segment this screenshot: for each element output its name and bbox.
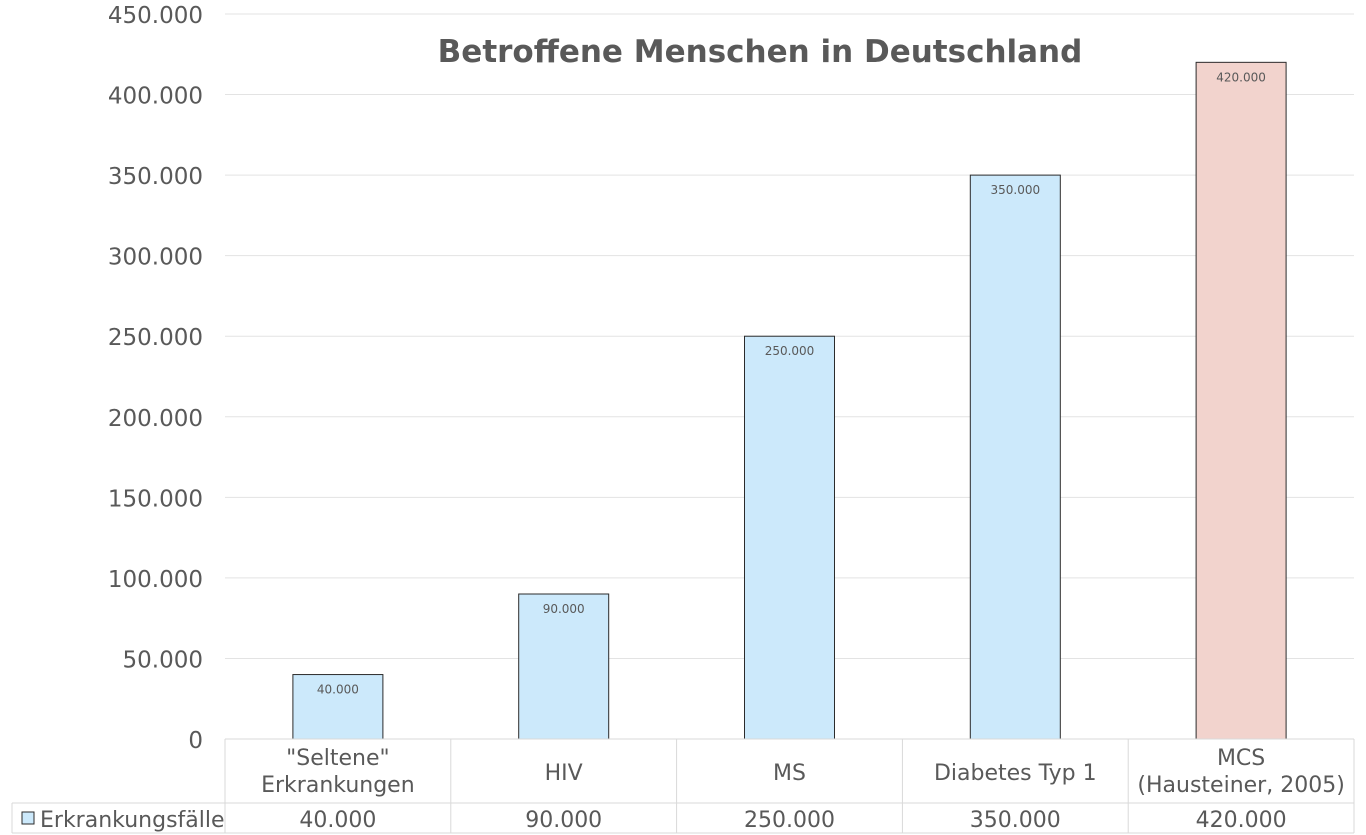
y-tick-label: 450.000: [108, 3, 203, 29]
y-tick-label: 350.000: [108, 164, 203, 190]
category-label: HIV: [545, 761, 583, 786]
y-tick-label: 50.000: [123, 647, 203, 673]
category-label: MCS: [1217, 746, 1265, 771]
bar: [1195, 61, 1287, 740]
bar-data-label: 420.000: [1216, 70, 1266, 84]
bar-data-label: 350.000: [990, 183, 1040, 197]
category-label: "Seltene": [286, 746, 390, 771]
bar: [969, 174, 1061, 740]
table-value: 250.000: [744, 808, 835, 833]
y-tick-label: 250.000: [108, 325, 203, 351]
bar-data-label: 40.000: [317, 683, 359, 697]
table-value: 40.000: [299, 808, 376, 833]
legend-key: [21, 811, 35, 825]
y-tick-label: 150.000: [108, 486, 203, 512]
bar: [744, 335, 835, 740]
y-tick-label: 200.000: [108, 406, 203, 432]
bar: [518, 593, 610, 740]
table-value: 90.000: [525, 808, 602, 833]
bar-data-label: 90.000: [543, 602, 585, 616]
category-label: Diabetes Typ 1: [934, 761, 1097, 786]
y-tick-label: 400.000: [108, 84, 203, 110]
y-tick-label: 0: [188, 728, 203, 754]
table-value: 350.000: [970, 808, 1061, 833]
bar-data-label: 250.000: [765, 344, 815, 358]
table-value: 420.000: [1196, 808, 1287, 833]
y-tick-label: 300.000: [108, 245, 203, 271]
category-label: (Hausteiner, 2005): [1137, 773, 1344, 798]
y-tick-label: 100.000: [108, 567, 203, 593]
legend-series-name: Erkrankungsfälle: [40, 808, 225, 833]
category-label: Erkrankungen: [261, 773, 415, 798]
bar: [292, 674, 384, 740]
category-label: MS: [773, 761, 806, 786]
